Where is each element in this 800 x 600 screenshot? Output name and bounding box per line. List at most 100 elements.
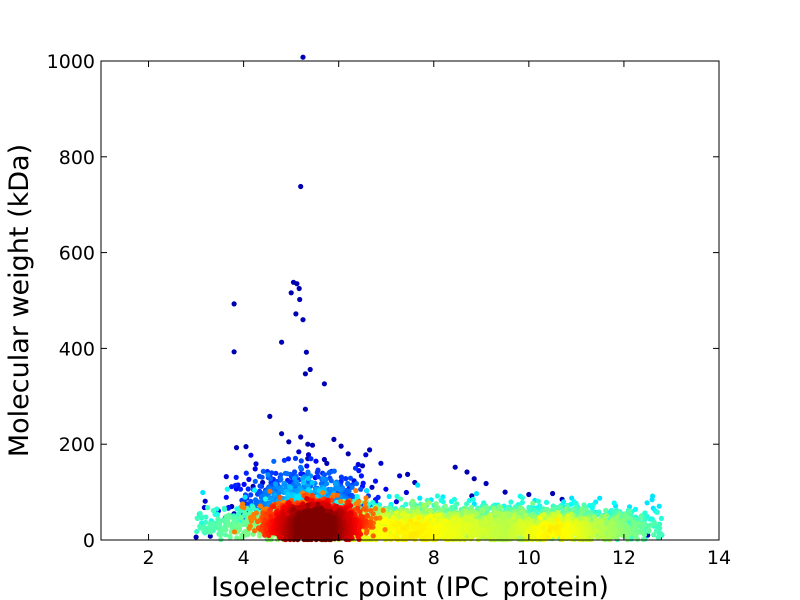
data-point [278,476,284,482]
data-point [327,469,333,475]
data-point [399,512,405,518]
data-point [363,452,369,458]
data-point [223,494,229,500]
data-point [205,505,211,511]
data-point [250,505,256,511]
data-point [353,481,360,487]
data-point [506,511,512,517]
data-point [300,476,306,482]
data-point [375,494,381,500]
data-point [248,498,254,504]
data-point [203,519,209,525]
data-point [550,506,556,512]
data-point [561,499,567,505]
data-point [202,498,208,504]
data-point [210,521,216,528]
data-point [624,524,630,530]
data-point [433,501,439,507]
data-point [227,533,233,539]
data-point [207,529,213,535]
data-point [519,508,526,514]
data-point [403,489,409,496]
data-point [291,475,297,481]
data-point [286,439,292,445]
data-point [273,470,279,476]
data-point [501,511,507,517]
data-point [508,499,514,505]
data-point [658,515,665,522]
data-point [231,301,237,307]
data-point [654,509,660,515]
data-point [611,500,617,506]
data-point [453,502,459,508]
data-point [331,468,337,474]
data-point [516,529,522,535]
data-point [298,434,304,440]
data-point [297,296,303,303]
data-point [215,516,221,522]
data-point [656,503,662,509]
data-point [315,474,321,480]
data-point [352,465,359,471]
data-point [328,478,334,484]
data-point [271,458,277,464]
data-point [626,509,633,515]
data-point [452,464,458,470]
data-point [651,532,657,538]
data-point [526,491,532,498]
data-point [522,512,529,519]
data-point [438,497,444,503]
data-point [492,509,498,516]
data-point [308,456,314,462]
data-point [405,471,411,477]
data-point [237,486,244,492]
data-point [632,523,638,529]
data-point [281,457,287,463]
data-point [638,529,644,535]
data-point [526,504,532,510]
data-point [349,484,355,490]
data-point [321,456,327,463]
data-point [482,518,488,524]
data-point [267,413,273,419]
data-point [372,478,379,484]
data-point [397,473,403,479]
data-point [262,496,269,502]
data-point [309,442,316,448]
data-point [464,509,470,515]
data-point [193,534,199,540]
data-point [231,349,237,355]
data-point [517,518,523,524]
data-point [393,510,399,516]
data-point [483,480,489,487]
data-point [300,479,307,486]
data-point [331,436,337,442]
data-point [473,519,480,525]
data-point [338,443,344,449]
data-point [434,493,440,499]
data-point [398,496,404,502]
data-point [426,500,432,506]
data-point [210,507,216,514]
data-point [393,499,399,505]
data-point [292,455,299,461]
data-point [296,285,302,292]
scatter-points [193,54,665,543]
data-point [550,490,556,497]
data-point [466,497,472,504]
data-point [284,471,290,477]
data-point [557,505,564,511]
data-point [252,478,258,484]
data-point [235,522,241,528]
data-point [314,469,320,476]
data-point [300,54,306,60]
data-point [403,501,409,507]
data-point [647,516,653,522]
data-point [285,456,291,462]
data-point [563,506,569,512]
data-point [298,458,304,464]
data-point [313,458,319,464]
data-point [530,500,536,506]
data-point [543,499,550,505]
data-point [541,511,547,518]
